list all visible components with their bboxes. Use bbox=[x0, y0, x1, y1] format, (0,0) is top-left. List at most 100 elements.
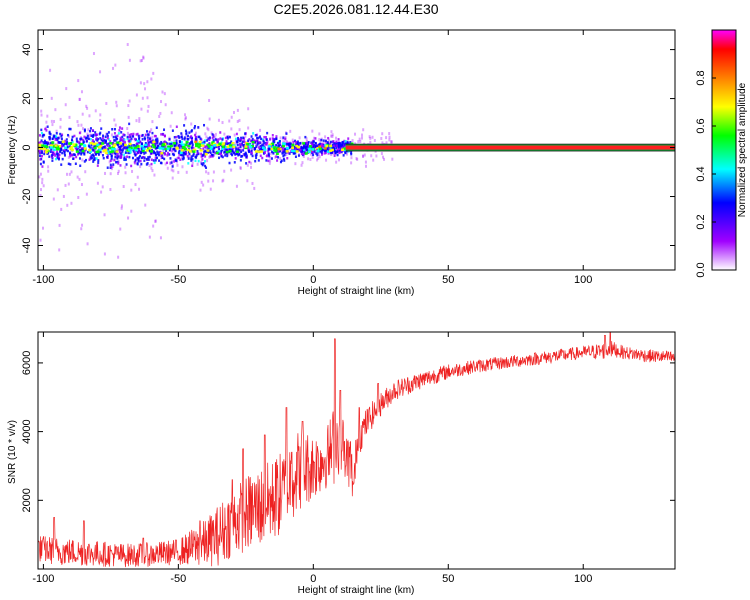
spectrogram-cell bbox=[72, 153, 75, 156]
spectrogram-cell bbox=[190, 146, 193, 150]
spectrogram-cell bbox=[99, 113, 102, 117]
spectrogram-cell bbox=[215, 145, 218, 149]
spectrogram-cell bbox=[154, 159, 157, 162]
spectrogram-cell bbox=[40, 154, 43, 158]
spectrogram-cell bbox=[122, 142, 125, 146]
spectrogram-cell bbox=[183, 136, 186, 139]
spectrogram-cell bbox=[270, 157, 273, 160]
spectrogram-cell bbox=[271, 133, 274, 137]
spectrogram-cell bbox=[61, 144, 64, 148]
spectrogram-cell bbox=[134, 159, 137, 162]
spectrogram-cell bbox=[242, 136, 245, 140]
spectrogram-cell bbox=[226, 142, 229, 146]
spectrogram-cell bbox=[150, 128, 153, 132]
spectrogram-cell bbox=[132, 150, 135, 153]
spectrogram-cell bbox=[88, 142, 91, 145]
spectrogram-cell bbox=[350, 156, 353, 160]
spectrogram-cell bbox=[170, 149, 173, 153]
spectrogram-cell bbox=[75, 150, 79, 153]
spectrogram-cell bbox=[302, 146, 305, 150]
spectrogram-cell bbox=[185, 131, 188, 134]
spectrogram-cell bbox=[108, 146, 112, 150]
spectrogram-cell bbox=[279, 156, 282, 160]
spectrogram-cell bbox=[156, 152, 159, 156]
spectrogram-cell bbox=[194, 135, 197, 139]
spectrogram-cell bbox=[283, 140, 286, 144]
spectrogram-cell bbox=[278, 144, 281, 147]
spectrogram-cell bbox=[109, 188, 112, 192]
spectrogram-cell bbox=[65, 87, 68, 91]
spectrogram-cell bbox=[289, 145, 292, 149]
spectrogram-cell bbox=[97, 161, 100, 164]
spectrogram-cell bbox=[168, 138, 171, 141]
spectrogram-cell bbox=[300, 152, 303, 156]
spectrogram-cell bbox=[57, 136, 60, 140]
spectrogram-cell bbox=[106, 134, 109, 138]
spectrogram-cell bbox=[116, 154, 119, 158]
spectrogram-cell bbox=[346, 140, 349, 144]
spectrogram-cell bbox=[131, 156, 134, 160]
spectrogram-cell bbox=[159, 161, 162, 165]
spectrogram-cell bbox=[210, 145, 214, 149]
spectrogram-cell bbox=[83, 135, 86, 139]
snr-x-axis-label: Height of straight line (km) bbox=[298, 585, 415, 596]
spectrogram-cell bbox=[254, 159, 257, 163]
spectrogram-cell bbox=[117, 155, 120, 158]
spectrogram-cell bbox=[139, 165, 142, 169]
spectrogram-cell bbox=[106, 155, 109, 159]
spectrogram-cell bbox=[86, 106, 89, 110]
spectrogram-cell bbox=[160, 142, 163, 146]
spectrogram-cell bbox=[170, 142, 173, 146]
snr-ticks: -100 -50 0 50 100 2000 4000 6000 bbox=[21, 332, 675, 585]
spectrogram-cell bbox=[334, 151, 337, 155]
spectrogram-cell bbox=[50, 96, 53, 100]
spectrogram-cell bbox=[118, 129, 121, 132]
spectrogram-cell bbox=[316, 150, 320, 153]
spectrogram-cell bbox=[49, 144, 53, 147]
spectrogram-cell bbox=[181, 157, 184, 161]
spectrogram-cell bbox=[115, 100, 118, 104]
spectrogram-cell bbox=[58, 248, 61, 252]
spectrogram-cell bbox=[326, 141, 329, 144]
spectrogram-cell bbox=[106, 144, 109, 147]
spectrogram-cell bbox=[76, 145, 79, 149]
spectrogram-cell bbox=[275, 155, 278, 158]
spectrogram-cell bbox=[304, 152, 308, 155]
spectrogram-cell bbox=[331, 144, 334, 147]
spectrogram-cell bbox=[154, 138, 157, 141]
spectrogram-cell bbox=[55, 152, 58, 156]
spectrogram-cell bbox=[83, 147, 87, 150]
spectrogram-cell bbox=[127, 148, 131, 151]
spectrogram-cell bbox=[178, 147, 181, 151]
spectrogram-cell bbox=[250, 149, 253, 152]
spectrogram-cell bbox=[255, 139, 258, 143]
spectrogram-cell bbox=[179, 151, 183, 155]
spectrogram-cell bbox=[391, 157, 394, 161]
spectrogram-cell bbox=[200, 162, 203, 165]
spectrogram-cell bbox=[333, 154, 336, 157]
spectrogram-cell bbox=[160, 151, 164, 155]
spectrogram-cell bbox=[163, 134, 166, 138]
spectrogram-cell bbox=[316, 153, 319, 157]
spectrogram-cell bbox=[226, 145, 230, 148]
spectrogram-cell bbox=[68, 145, 71, 148]
spectrogram-cell bbox=[150, 162, 153, 166]
spectrogram-cell bbox=[271, 137, 274, 140]
spectrogram-cell bbox=[105, 139, 108, 142]
spectrogram-cell bbox=[97, 141, 100, 145]
spectrogram-cell bbox=[126, 155, 129, 158]
spectrogram-cell bbox=[203, 123, 206, 127]
spectrogram-cell bbox=[357, 140, 360, 144]
spectrogram-cell bbox=[65, 142, 68, 146]
spectrogram-cell bbox=[128, 58, 131, 62]
spectrogram-cell bbox=[265, 138, 268, 141]
spectrogram-cell bbox=[119, 227, 122, 231]
spectrogram-cell bbox=[80, 152, 83, 156]
spectrogram-cell bbox=[112, 144, 116, 148]
spectrogram-cell bbox=[133, 152, 136, 155]
spectrogram-cell bbox=[362, 154, 365, 158]
spectrogram-cell bbox=[95, 157, 98, 160]
spectrogram-cell bbox=[111, 150, 115, 153]
spectrogram-cell bbox=[140, 162, 143, 166]
spectrogram-cell bbox=[119, 164, 122, 167]
